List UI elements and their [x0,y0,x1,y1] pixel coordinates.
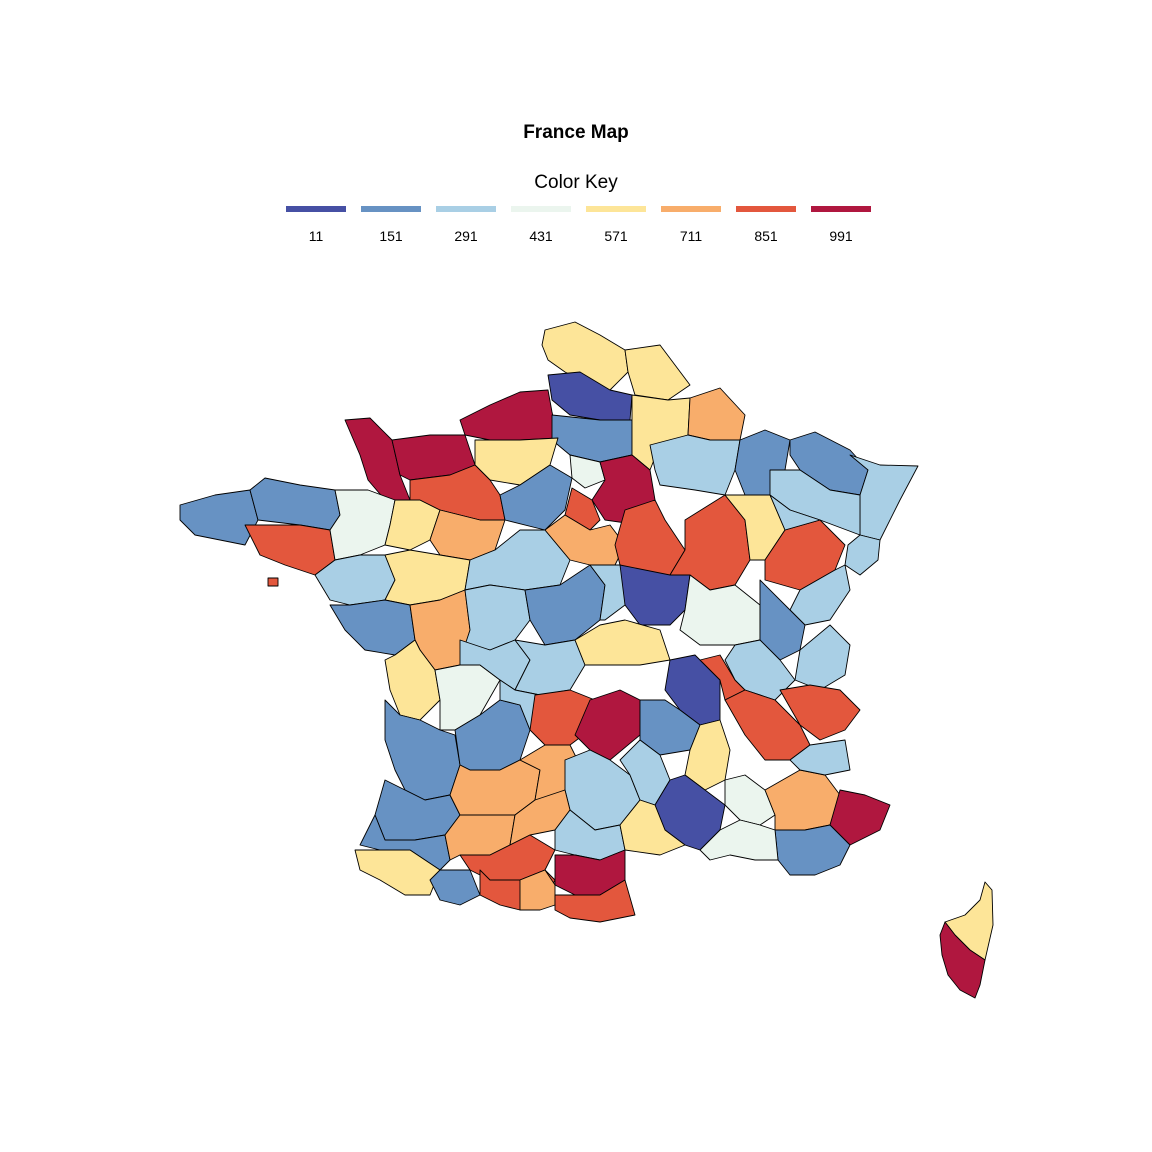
legend-swatch [436,206,496,212]
department-savoie [779,684,861,741]
department-hautes-alpes [789,739,851,776]
department-paris [569,454,606,489]
department-marne-2 [649,434,741,496]
department-jura [759,579,806,661]
legend-label: 11 [308,228,324,244]
color-legend: 11 151 291 431 571 711 851 991 [286,206,876,256]
department-ardennes [687,387,746,441]
legend-label: 431 [529,228,553,244]
map-title: France Map [523,122,629,143]
legend-label: 571 [604,228,628,244]
department-finistere [179,489,259,546]
legend-swatch [661,206,721,212]
legend-label: 291 [454,228,478,244]
department-cantal [574,689,641,761]
legend-label: 851 [754,228,778,244]
department-ille-vilaine [329,489,396,561]
legend-swatch [361,206,421,212]
department-corse-du-sud [939,921,986,999]
department-yonne [614,499,686,576]
legend-item: 711 [661,206,721,244]
department-allier [619,564,691,626]
legend-swatch [811,206,871,212]
department-vendee [329,599,416,656]
department-vaucluse [724,774,776,826]
department-herault [619,799,686,856]
legend-label: 711 [679,228,703,244]
legend-swatch [511,206,571,212]
department-eure-loir [499,464,573,531]
legend-label: 991 [829,228,853,244]
department-aisne [624,344,691,401]
department-pyrenees-atlantiques [354,849,441,896]
department-cher [464,584,531,651]
legend-swatch [586,206,646,212]
department-haut-rhin [844,534,881,576]
legend-item: 571 [586,206,646,244]
legend-label: 151 [379,228,403,244]
department-morbihan [244,524,336,576]
legend-item: 991 [811,206,871,244]
department-hautes-pyrenees [429,869,481,906]
legend-item: 431 [511,206,571,244]
departments-layer [179,321,994,999]
legend-swatch [286,206,346,212]
legend-item: 851 [736,206,796,244]
department-pyrenees-orientales [554,879,636,923]
department-oise [551,414,633,463]
department-vosges [769,494,821,531]
department-cotes-armor [249,477,341,531]
legend-item: 151 [361,206,421,244]
department-ile-ouessant [267,577,279,587]
legend-swatch [736,206,796,212]
legend-item: 11 [286,206,346,244]
department-var [774,824,851,876]
legend-title: Color Key [534,172,618,193]
department-alpes-hp [764,769,841,831]
department-seine-maritime [459,389,559,441]
department-essonne [564,487,601,531]
legend-item: 291 [436,206,496,244]
department-bouches-rhone [699,819,779,861]
department-landes [359,814,451,871]
